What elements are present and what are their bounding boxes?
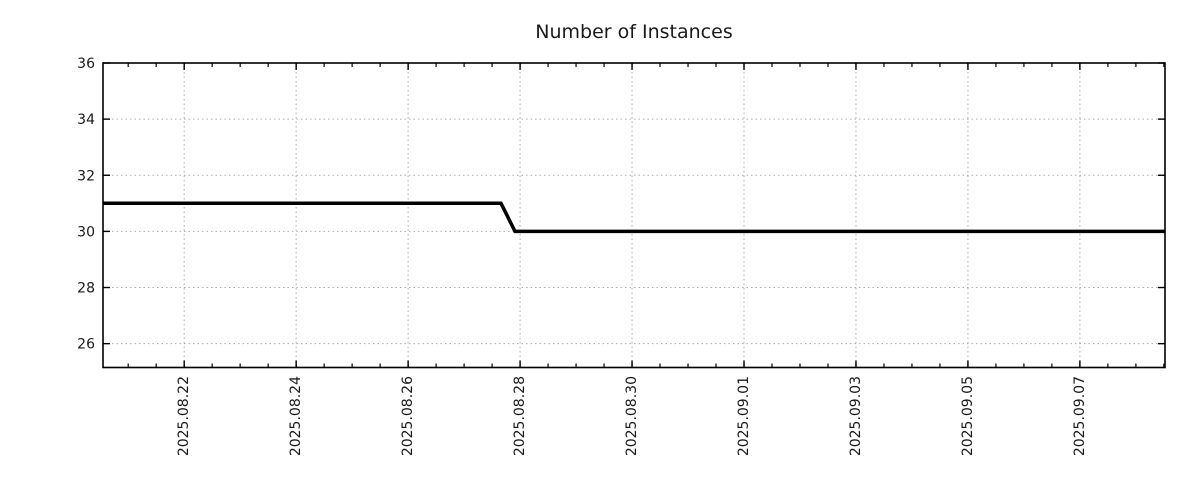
- x-tick-label: 2025.08.30: [624, 376, 640, 456]
- y-tick-label: 32: [77, 168, 95, 184]
- x-tick-label: 2025.09.05: [960, 376, 976, 456]
- y-tick-label: 26: [77, 337, 95, 353]
- x-tick-label: 2025.08.22: [176, 376, 192, 456]
- axis-layer: [102, 62, 1166, 369]
- plot-border: [102, 62, 1166, 369]
- y-tick-label: 28: [77, 281, 95, 297]
- x-tick-label: 2025.09.01: [736, 376, 752, 456]
- y-tick-label: 36: [77, 56, 95, 72]
- grid-layer: [103, 63, 1165, 368]
- y-tick-label: 30: [77, 224, 95, 240]
- x-tick-label: 2025.08.28: [512, 376, 528, 456]
- chart-title: Number of Instances: [535, 21, 732, 43]
- x-tick-label: 2025.08.26: [400, 376, 416, 456]
- series-layer: [103, 201, 1165, 234]
- x-tick-label: 2025.09.03: [848, 376, 864, 456]
- x-tick-label: 2025.09.07: [1072, 376, 1088, 456]
- y-tick-label: 34: [77, 112, 95, 128]
- x-tick-label: 2025.08.24: [288, 376, 304, 456]
- tick-label-layer: 2025.08.22 2025.08.24 2025.08.26 2025.08.28…: [77, 56, 1088, 456]
- series-line-instances: [103, 201, 1165, 234]
